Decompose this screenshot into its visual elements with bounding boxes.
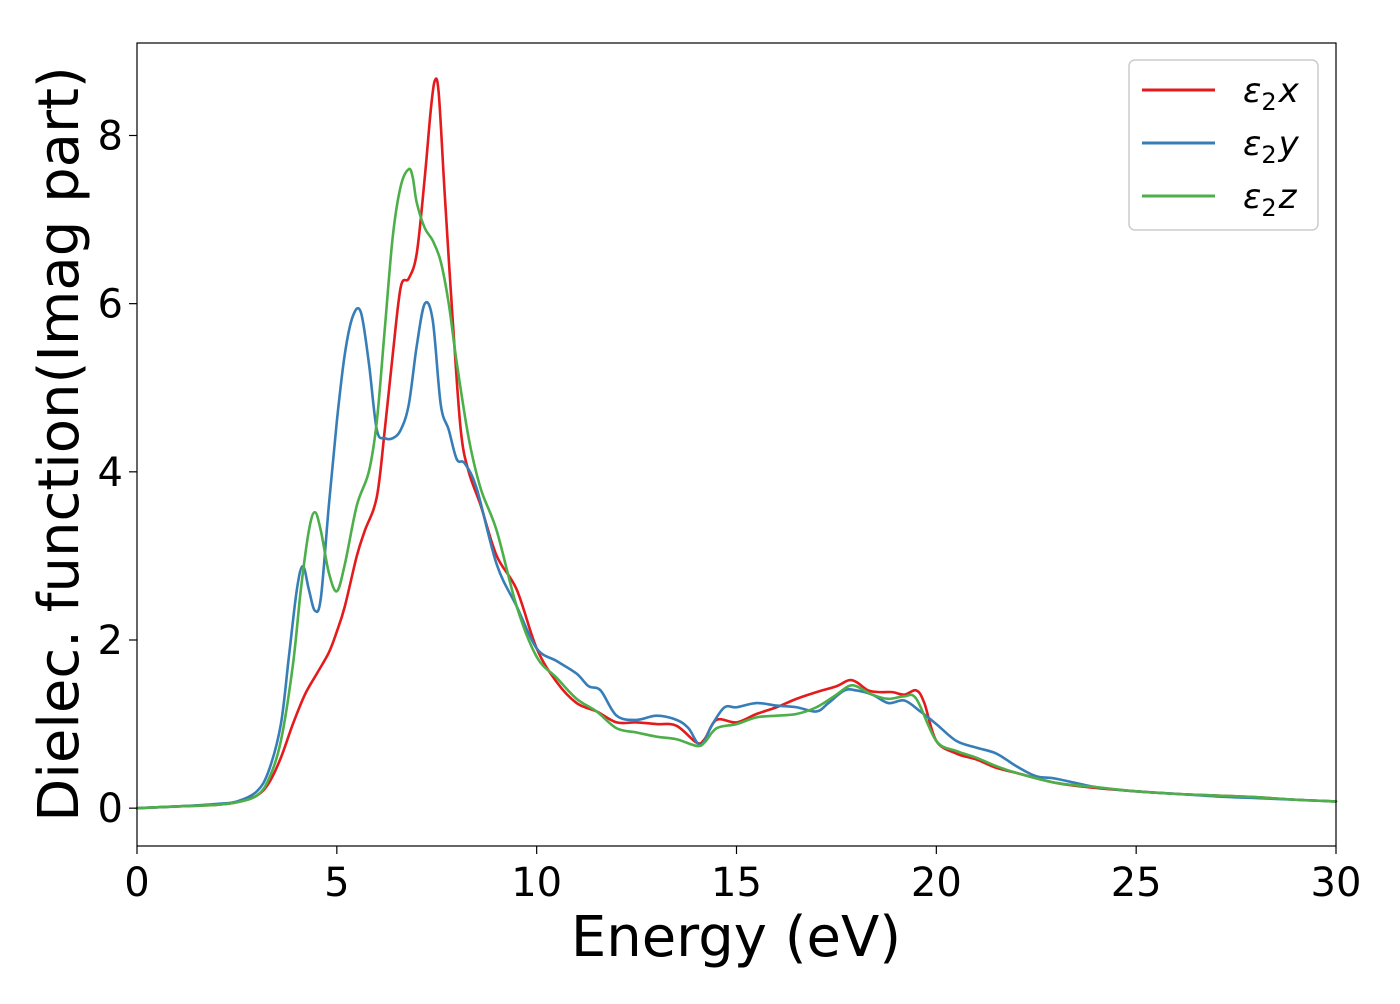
x-tick-label: 20 bbox=[911, 860, 962, 906]
y-axis-ticks: 0 2 4 6 8 bbox=[98, 113, 137, 832]
legend-box bbox=[1128, 59, 1319, 231]
x-axis-ticks: 0 5 10 15 20 25 30 bbox=[124, 846, 1361, 906]
legend-label: ε2y bbox=[1243, 124, 1300, 169]
y-tick-label: 2 bbox=[98, 618, 123, 664]
x-tick-label: 15 bbox=[711, 860, 762, 906]
y-tick-label: 0 bbox=[98, 786, 123, 832]
x-tick-label: 5 bbox=[324, 860, 349, 906]
legend-label: ε2x bbox=[1243, 71, 1300, 116]
x-tick-label: 0 bbox=[124, 860, 149, 906]
series-line-y bbox=[135, 300, 1338, 810]
legend: ε2x ε2y ε2z bbox=[1128, 59, 1319, 231]
x-tick-label: 25 bbox=[1111, 860, 1162, 906]
legend-entries: ε2x ε2y ε2z bbox=[1142, 71, 1300, 222]
legend-entry-x: ε2x bbox=[1142, 71, 1300, 116]
y-tick-label: 4 bbox=[98, 450, 123, 496]
x-tick-label: 30 bbox=[1311, 860, 1362, 906]
x-tick-label: 10 bbox=[511, 860, 562, 906]
y-tick-label: 8 bbox=[98, 113, 123, 159]
legend-entry-y: ε2y bbox=[1142, 124, 1300, 169]
x-axis-title: Energy (eV) bbox=[571, 905, 901, 970]
y-axis-title: Dielec. function(Imag part) bbox=[27, 66, 92, 822]
series-lines bbox=[135, 77, 1338, 810]
legend-entry-z: ε2z bbox=[1142, 177, 1298, 222]
y-tick-label: 6 bbox=[98, 282, 123, 328]
series-line-z bbox=[135, 167, 1338, 810]
legend-label: ε2z bbox=[1243, 177, 1298, 222]
